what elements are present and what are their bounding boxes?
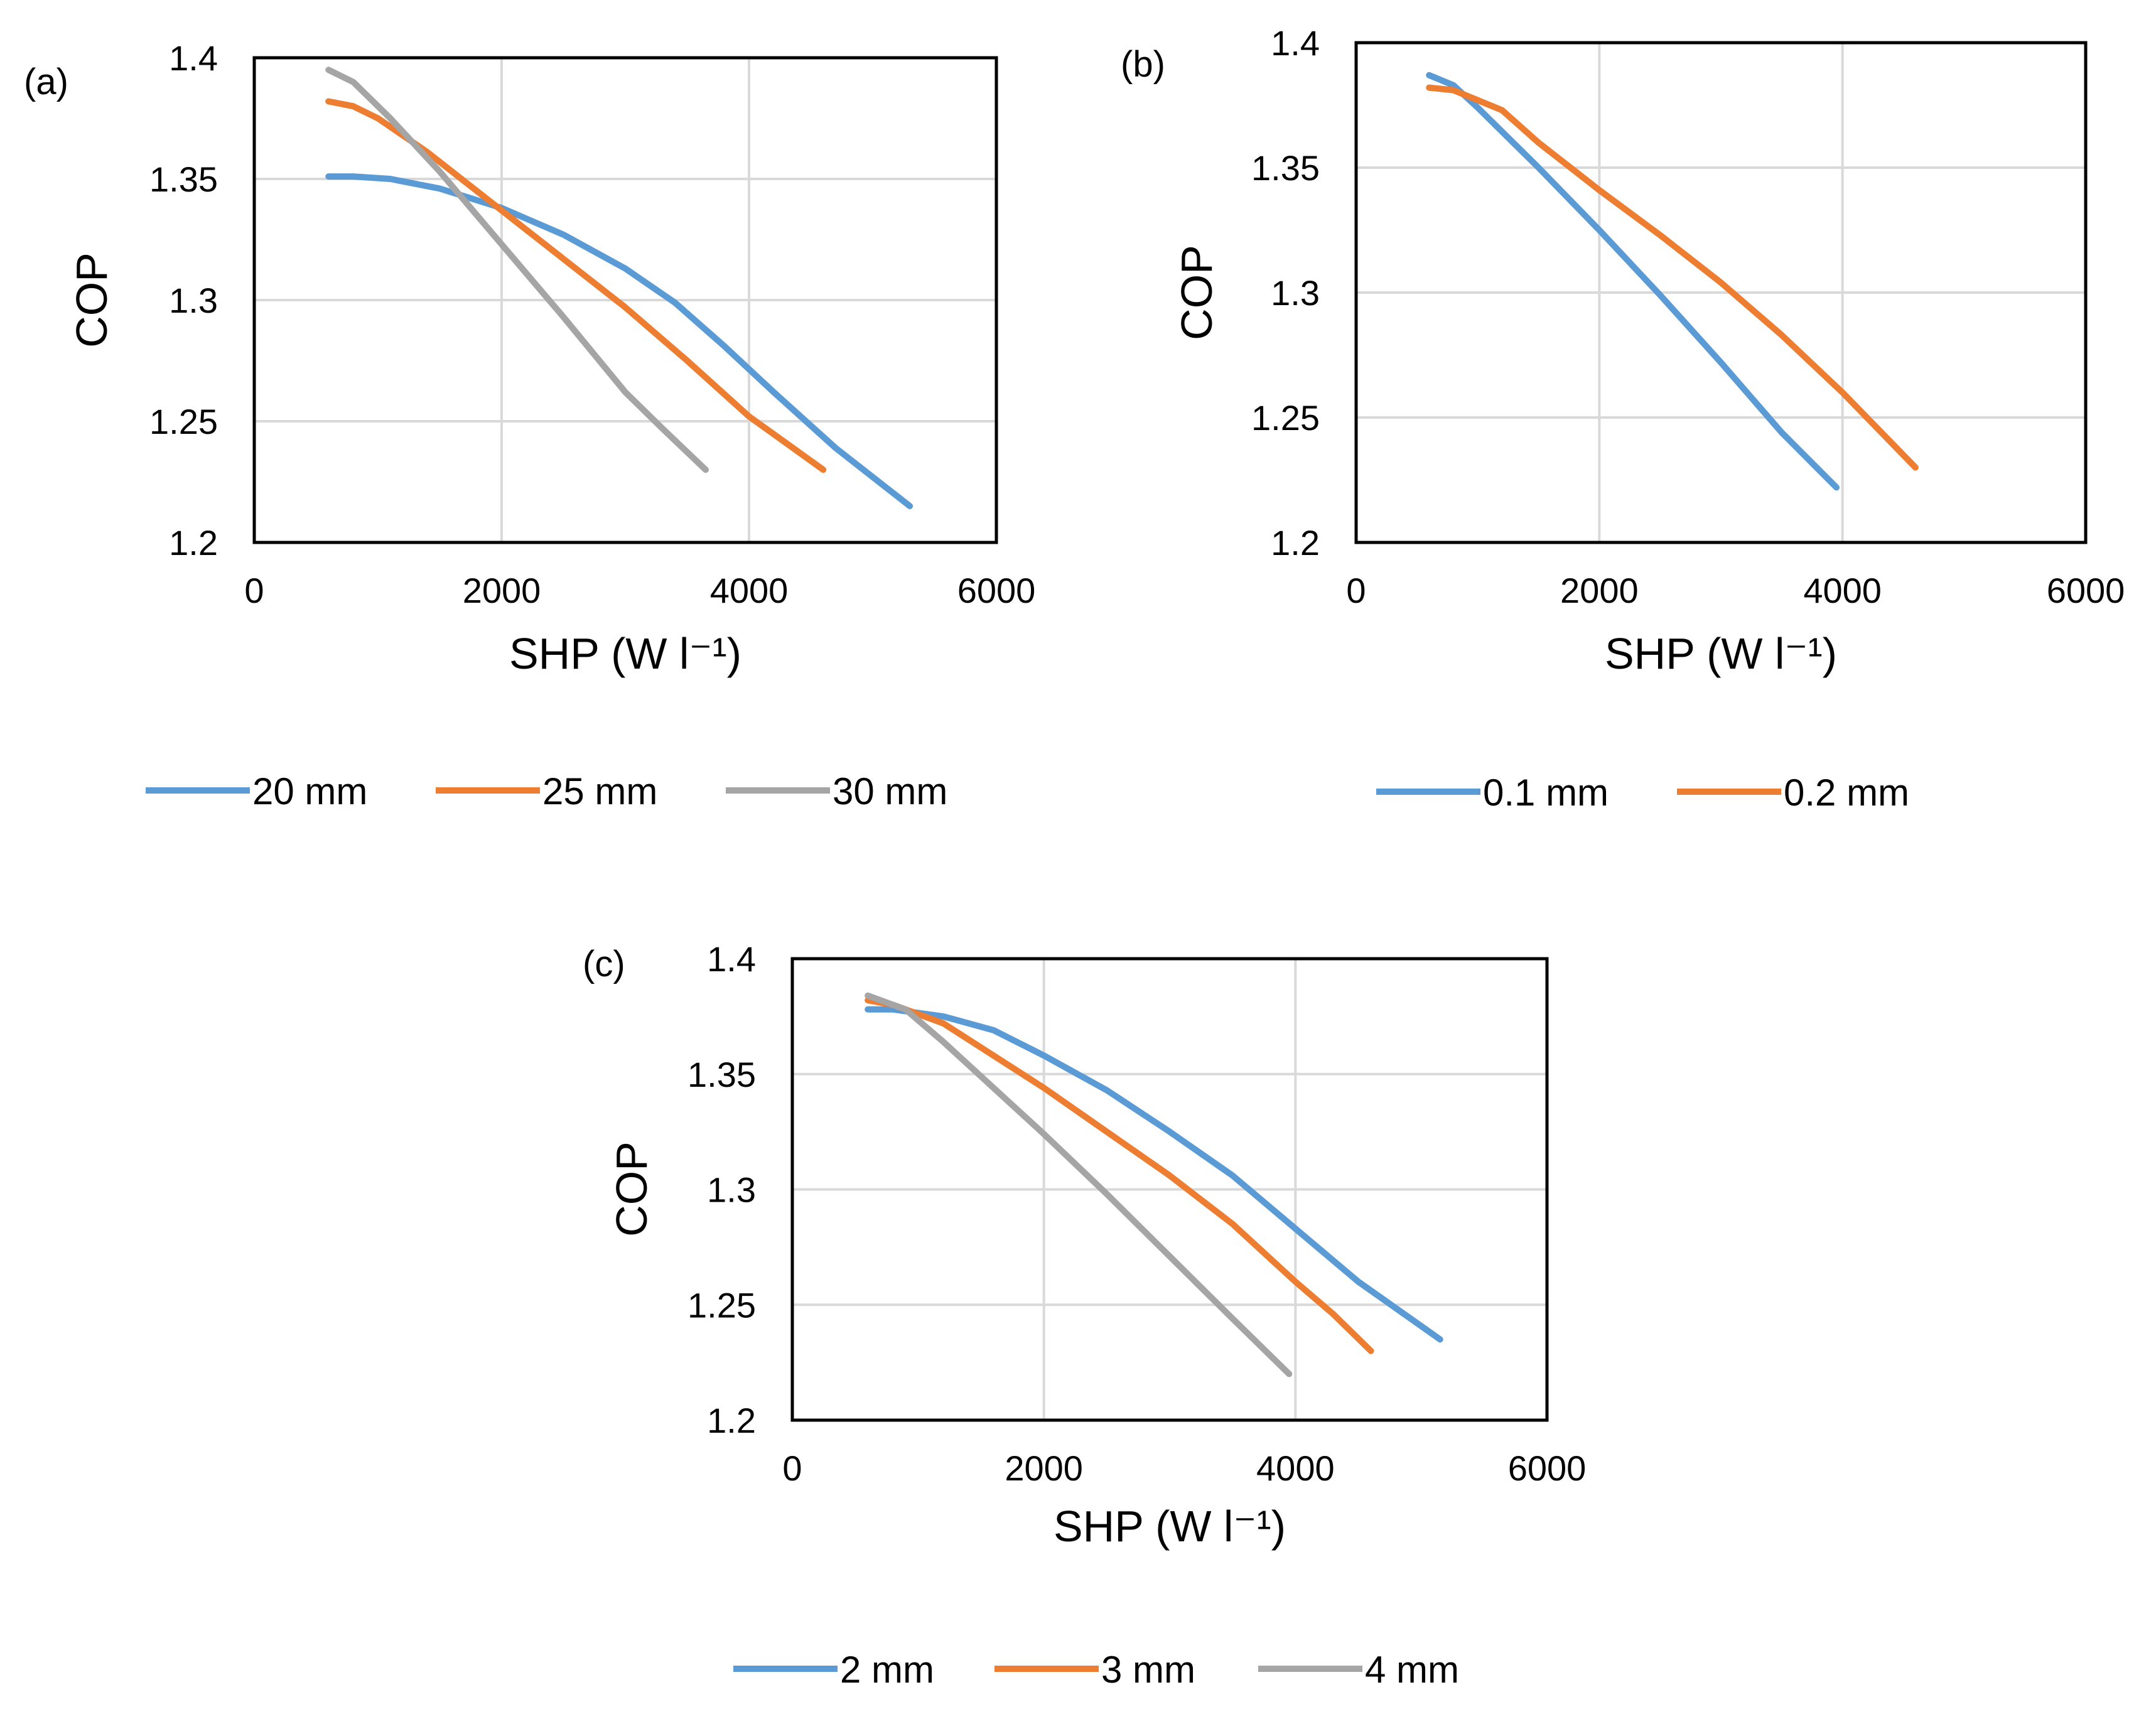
y-tick-label: 1.3: [707, 1170, 756, 1210]
series-line-4-mm: [865, 992, 1293, 1377]
legend: 20 mm 25 mm 30 mm: [146, 770, 947, 812]
y-tick-label: 1.25: [1251, 398, 1320, 438]
series-line-30-mm: [325, 67, 709, 473]
legend-label: 2 mm: [840, 1649, 934, 1691]
x-tick-label: 6000: [957, 571, 1036, 610]
y-tick-label: 1.35: [149, 159, 218, 199]
panel-label: (a): [24, 62, 68, 102]
y-tick-label: 1.3: [169, 281, 218, 320]
x-tick-label: 2000: [463, 571, 541, 610]
series-line-0-1-mm: [1426, 72, 1840, 491]
chart-panel-3: 1.2 1.25 1.3 1.35 1.4 0 2000 4000 6000 SHP (W l⁻¹…: [583, 939, 1586, 1691]
legend-label: 0.2 mm: [1784, 772, 1909, 814]
y-tick-label: 1.2: [1271, 523, 1320, 563]
chart-panel-2: 1.2 1.25 1.3 1.35 1.4 0 2000 4000 6000 SHP (W l⁻¹…: [1121, 23, 2125, 814]
series-line-3-mm: [865, 997, 1374, 1354]
x-axis-title: SHP (W l⁻¹): [1054, 1502, 1286, 1551]
x-tick-label: 4000: [710, 571, 789, 610]
x-tick-label: 2000: [1560, 571, 1639, 610]
legend-label: 0.1 mm: [1483, 772, 1609, 814]
x-tick-label: 4000: [1803, 571, 1882, 610]
y-tick-label: 1.3: [1271, 273, 1320, 313]
panel-label: (b): [1121, 44, 1165, 85]
x-axis-title: SHP (W l⁻¹): [509, 629, 741, 678]
series-line-20-mm: [325, 173, 914, 510]
x-tick-label: 0: [782, 1448, 802, 1488]
y-tick-label: 1.25: [687, 1285, 756, 1325]
y-tick-label: 1.25: [149, 402, 218, 441]
x-tick-label: 4000: [1256, 1448, 1335, 1488]
x-tick-label: 0: [244, 571, 264, 610]
legend: 0.1 mm 0.2 mm: [1376, 772, 1909, 814]
y-tick-label: 1.4: [1271, 23, 1320, 63]
legend-label: 3 mm: [1101, 1649, 1195, 1691]
x-tick-label: 6000: [1508, 1448, 1587, 1488]
y-axis-title: COP: [1172, 245, 1221, 340]
x-axis-title: SHP (W l⁻¹): [1605, 629, 1837, 678]
y-tick-label: 1.4: [707, 939, 756, 979]
legend-label: 30 mm: [833, 770, 947, 812]
legend-label: 20 mm: [252, 770, 367, 812]
y-tick-label: 1.4: [169, 38, 218, 78]
legend-label: 25 mm: [542, 770, 657, 812]
series-line-25-mm: [325, 98, 827, 473]
panel-label: (c): [583, 944, 625, 984]
chart-panel-1: 1.2 1.25 1.3 1.35 1.4 0 2000 4000 6000 SHP (W l⁻¹…: [24, 38, 1035, 812]
legend: 2 mm 3 mm 4 mm: [733, 1649, 1459, 1691]
plot-frame: [1354, 41, 2088, 544]
series-line-2-mm: [865, 1006, 1443, 1343]
x-tick-label: 0: [1346, 571, 1366, 610]
x-tick-label: 6000: [2047, 571, 2125, 610]
plot-frame: [252, 56, 998, 544]
x-tick-label: 2000: [1005, 1448, 1083, 1488]
y-axis-title: COP: [67, 252, 116, 348]
y-tick-label: 1.2: [169, 523, 218, 563]
y-axis-title: COP: [607, 1141, 656, 1237]
legend-label: 4 mm: [1365, 1649, 1459, 1691]
y-tick-label: 1.35: [687, 1055, 756, 1094]
y-tick-label: 1.35: [1251, 148, 1320, 188]
series-line-0-2-mm: [1426, 84, 1919, 471]
y-tick-label: 1.2: [707, 1401, 756, 1440]
plot-frame: [790, 957, 1549, 1422]
